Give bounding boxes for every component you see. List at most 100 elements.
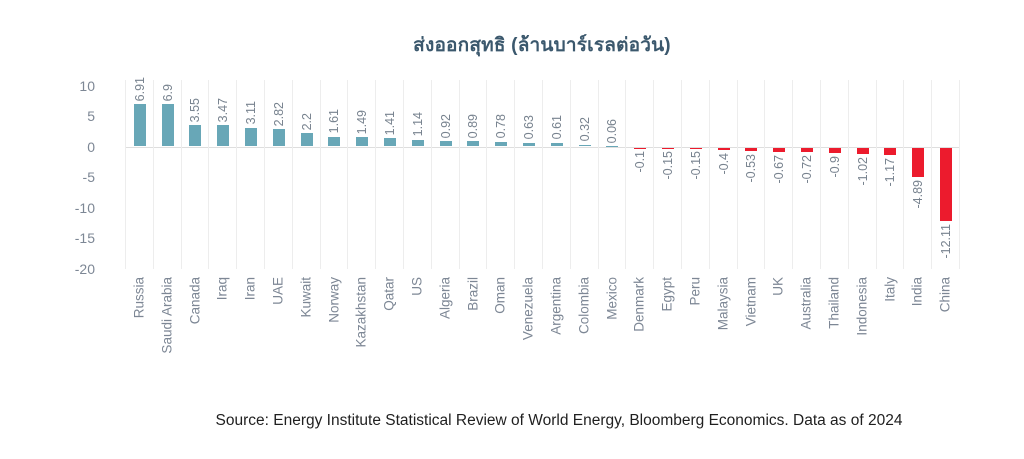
- bar-column: 2.2: [291, 80, 321, 269]
- bar-us: [411, 139, 424, 147]
- x-label-italy: Italy: [882, 277, 897, 302]
- bar-qatar: [384, 137, 397, 147]
- y-tick-label: 10: [79, 77, 95, 94]
- bar-value-label: 6.91: [132, 77, 147, 102]
- bar-value-label: 0.32: [577, 117, 592, 142]
- bar-column: 3.55: [180, 80, 210, 269]
- x-label-kazakhstan: Kazakhstan: [353, 277, 369, 348]
- x-label-australia: Australia: [798, 277, 814, 330]
- bar-value-label: -0.53: [744, 153, 759, 183]
- bar-colombia: [578, 144, 591, 147]
- bar-column: 6.9: [152, 80, 182, 269]
- bar-brazil: [467, 141, 480, 147]
- bar-venezuela: [523, 142, 536, 147]
- x-label-brazil: Brazil: [465, 277, 480, 311]
- bar-value-label: -1.17: [883, 157, 898, 187]
- bar-value-label: -4.89: [911, 180, 926, 209]
- bar-value-label: -0.15: [688, 151, 703, 180]
- bar-column: 3.47: [208, 80, 237, 269]
- x-label-china: China: [937, 277, 953, 313]
- bar-column: 0.78: [486, 80, 515, 269]
- bar-value-label: -12.11: [939, 224, 954, 259]
- bar-column: -0.9: [820, 80, 849, 269]
- x-label-egypt: Egypt: [659, 277, 675, 312]
- bar-column: -0.15: [653, 80, 682, 269]
- bar-value-label: 0.63: [522, 115, 537, 140]
- bar-value-label: 0.89: [466, 113, 481, 139]
- x-label-peru: Peru: [687, 277, 703, 306]
- bar-vietnam: [745, 147, 758, 151]
- bar-column: -0.1: [625, 80, 654, 269]
- bar-value-label: 3.55: [188, 97, 203, 122]
- bar-value-label: 3.47: [216, 98, 231, 123]
- x-label-malaysia: Malaysia: [715, 277, 731, 331]
- x-label-indonesia: Indonesia: [854, 277, 870, 336]
- y-tick-label: 0: [87, 138, 95, 155]
- bar-column: 0.06: [597, 80, 627, 269]
- bar-column: 0.89: [458, 80, 488, 269]
- bar-column: 1.41: [375, 80, 404, 269]
- bar-column: -12.11: [931, 80, 960, 269]
- bar-argentina: [550, 142, 563, 147]
- bar-china: [940, 147, 953, 222]
- x-label-qatar: Qatar: [381, 277, 397, 311]
- bar-column: -1.02: [847, 80, 877, 269]
- x-axis: Russia Saudi Arabia Canada Iraq Iran UAE Kuwai…: [125, 277, 959, 387]
- x-label-uk: UK: [770, 277, 786, 296]
- x-label-thailand: Thailand: [826, 277, 842, 329]
- source-note: Source: Energy Institute Statistical Rev…: [215, 412, 903, 429]
- bar-value-label: 1.61: [327, 109, 342, 134]
- bar-russia: [133, 104, 146, 147]
- bar-kazakhstan: [356, 137, 369, 147]
- bar-value-label: 2.82: [271, 101, 286, 127]
- x-label-russia: Russia: [131, 277, 147, 319]
- bar-saudi-arabia: [161, 104, 174, 147]
- bar-column: 3.11: [236, 80, 265, 269]
- x-label-venezuela: Venezuela: [520, 277, 536, 341]
- bar-value-label: -0.15: [661, 151, 676, 180]
- bar-india: [912, 147, 925, 178]
- bar-uae: [272, 129, 285, 147]
- bar-norway: [328, 136, 341, 147]
- bar-column: 2.82: [264, 80, 293, 269]
- y-tick-label: -15: [74, 230, 95, 246]
- bar-column: -0.53: [736, 80, 766, 269]
- x-label-colombia: Colombia: [576, 277, 592, 335]
- bar-peru: [689, 147, 702, 149]
- bar-uk: [773, 147, 786, 152]
- x-label-kuwait: Kuwait: [298, 277, 314, 318]
- bar-australia: [801, 147, 814, 152]
- bar-egypt: [662, 147, 675, 149]
- bar-column: 0.92: [430, 80, 460, 269]
- bar-value-label: 1.14: [410, 112, 425, 137]
- bar-value-label: 1.49: [355, 110, 370, 135]
- plot-area: 6.91 6.9 3.55 3.47 3.11 2.82 2.2 1.61 1.49 1.41 1.…: [125, 77, 960, 269]
- x-label-us: US: [409, 277, 425, 296]
- bar-value-label: 0.78: [494, 114, 509, 139]
- x-label-iran: Iran: [242, 277, 258, 301]
- y-tick-label: -10: [74, 199, 95, 216]
- bar-italy: [884, 147, 897, 155]
- bar-indonesia: [856, 147, 869, 154]
- bar-column: -0.67: [764, 80, 793, 269]
- x-label-india: India: [909, 277, 925, 307]
- bar-value-label: 1.41: [383, 110, 398, 135]
- chart-title: ส่งออกสุทธิ (ล้านบาร์เรลต่อวัน): [413, 35, 671, 56]
- bar-malaysia: [717, 147, 730, 150]
- bar-iraq: [217, 125, 230, 147]
- bar-algeria: [439, 140, 452, 147]
- bar-column: 6.91: [125, 77, 154, 269]
- bar-value-label: 0.06: [605, 118, 620, 144]
- bar-value-label: 3.11: [244, 101, 259, 125]
- y-tick-label: -5: [82, 169, 95, 185]
- x-label-saudi-arabia: Saudi Arabia: [159, 277, 175, 354]
- bar-value-label: -0.67: [772, 154, 787, 184]
- y-tick-label: -20: [74, 260, 95, 277]
- y-tick-label: 5: [87, 108, 95, 124]
- bar-column: 1.61: [319, 80, 349, 269]
- bar-iran: [245, 127, 258, 147]
- bar-value-label: -0.72: [800, 154, 815, 184]
- bar-value-label: 0.61: [549, 115, 564, 140]
- x-label-canada: Canada: [187, 277, 202, 325]
